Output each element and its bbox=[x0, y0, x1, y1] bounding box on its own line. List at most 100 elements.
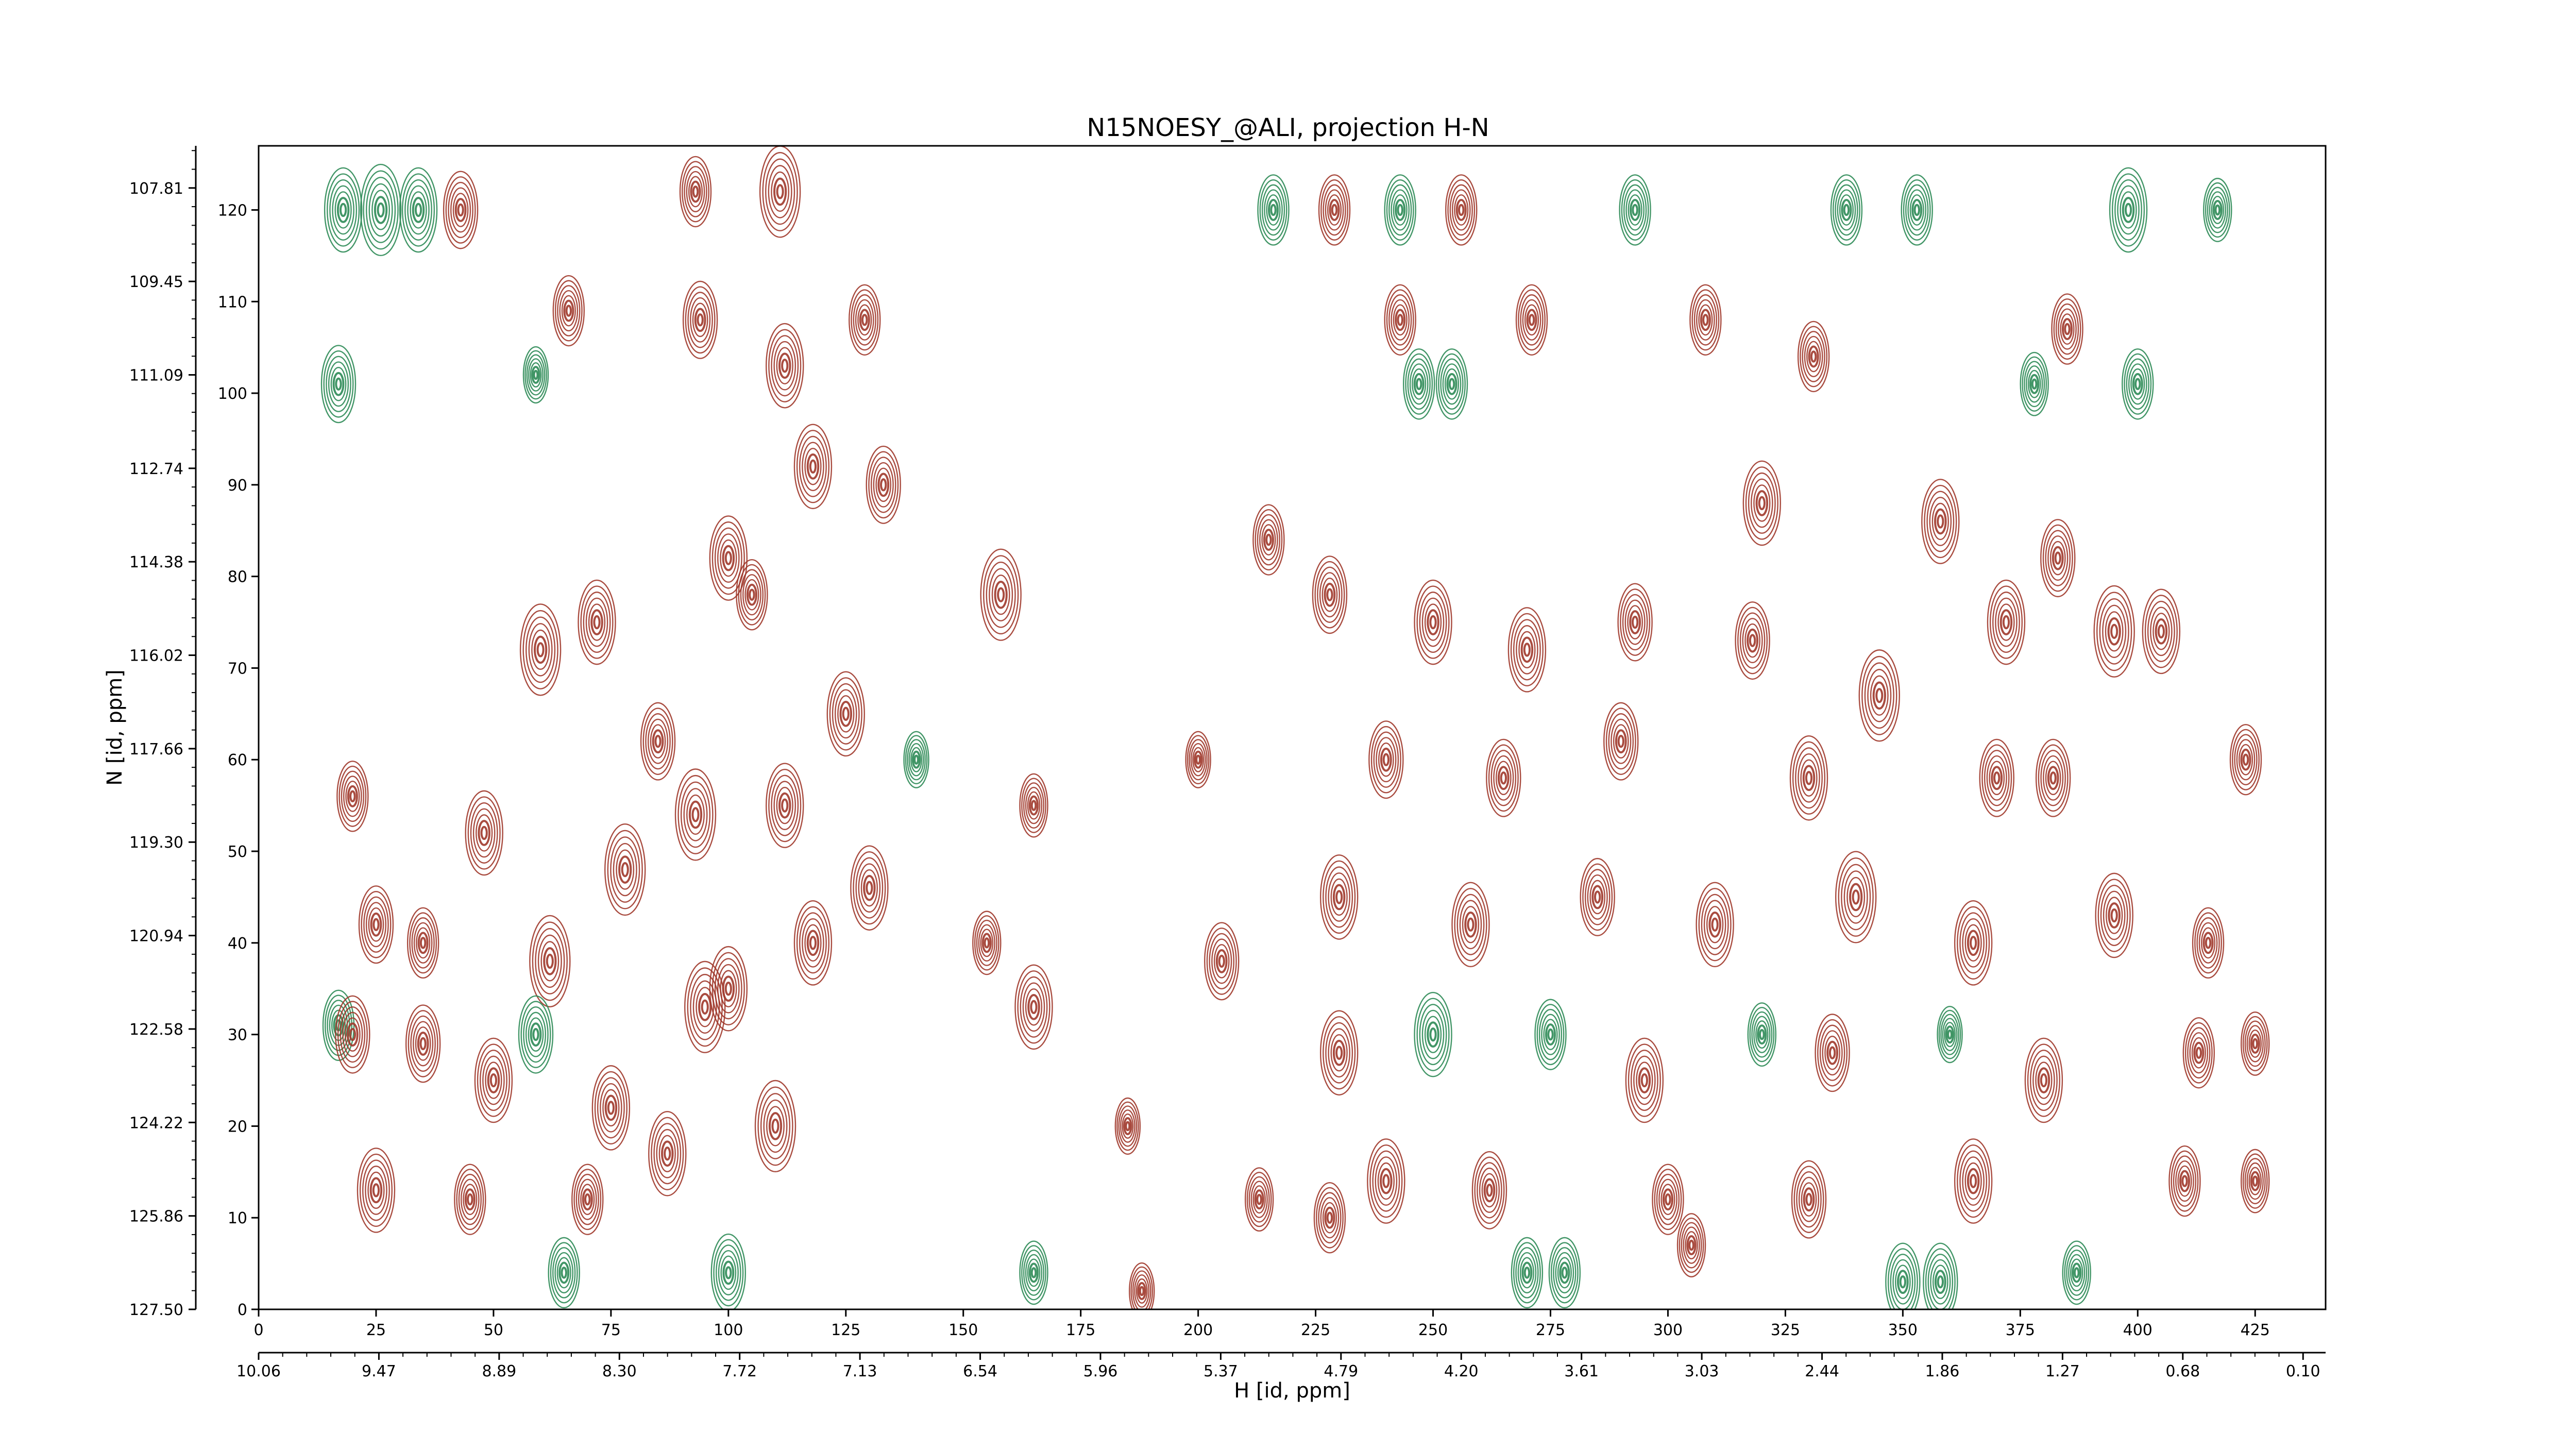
x-ppm-tick-label: 8.89 bbox=[482, 1362, 516, 1380]
x-ppm-tick-label: 2.44 bbox=[1805, 1362, 1839, 1380]
contour-peak bbox=[2229, 724, 2262, 796]
y-tick-label: 70 bbox=[228, 660, 247, 678]
x-tick-label: 50 bbox=[484, 1321, 503, 1339]
x-tick-label: 400 bbox=[2123, 1321, 2153, 1339]
contour-peak bbox=[2203, 178, 2232, 242]
contour-peak bbox=[336, 761, 369, 832]
plot-frame bbox=[258, 145, 2327, 1310]
y-tick-label: 50 bbox=[228, 843, 247, 861]
x-ppm-tick-label: 9.47 bbox=[362, 1362, 396, 1380]
contour-peak bbox=[1885, 1242, 1921, 1309]
contour-peak bbox=[1313, 1182, 1346, 1254]
y-ppm-tick-label: 122.58 bbox=[129, 1021, 183, 1039]
y-ppm-tick-label: 116.02 bbox=[129, 647, 183, 665]
y-tick-label: 0 bbox=[238, 1301, 247, 1319]
contour-peak bbox=[766, 323, 804, 409]
x-axis-index: 0 25 50 75 100 125 150 175 200 225 250 275 300 325 350… bbox=[253, 1309, 2270, 1339]
contour-peak bbox=[1979, 738, 2014, 817]
contour-peak bbox=[1954, 900, 1993, 986]
x-tick-label: 250 bbox=[1418, 1321, 1448, 1339]
y-tick-label: 20 bbox=[228, 1118, 247, 1136]
contour-peak bbox=[972, 911, 1002, 975]
contour-peak bbox=[759, 146, 801, 238]
contour-peak bbox=[454, 1164, 486, 1235]
contour-peak bbox=[2093, 585, 2135, 678]
contour-peak bbox=[1318, 174, 1351, 246]
contour-peak bbox=[1742, 460, 1782, 546]
contour-peak bbox=[2020, 351, 2049, 416]
contour-layer bbox=[320, 146, 2270, 1309]
x-tick-label: 425 bbox=[2241, 1321, 2270, 1339]
x-tick-label: 200 bbox=[1183, 1321, 1213, 1339]
contour-peak bbox=[519, 603, 562, 696]
contour-peak bbox=[1471, 1151, 1507, 1229]
contour-peak bbox=[1402, 348, 1435, 420]
contour-peak bbox=[335, 995, 370, 1074]
contour-peak bbox=[1511, 1237, 1544, 1309]
contour-peak bbox=[1676, 1213, 1706, 1277]
y-axis-label: N [id, ppm] bbox=[103, 669, 127, 786]
contour-peak bbox=[1548, 1237, 1581, 1309]
contour-peak bbox=[578, 579, 616, 665]
y-axis-index: 0 10 20 30 40 50 60 70 80 90 100 110 120 bbox=[218, 201, 259, 1319]
contour-peak bbox=[320, 345, 357, 424]
x-axis-ppm: 10.06 9.47 8.89 8.30 7.72 7.13 6.54 5.96 5.37 4.7… bbox=[236, 1353, 2320, 1380]
contour-peak bbox=[1368, 720, 1404, 799]
contour-peak bbox=[2095, 872, 2133, 958]
x-ppm-tick-label: 3.61 bbox=[1564, 1362, 1599, 1380]
y-ppm-tick-label: 109.45 bbox=[129, 273, 183, 291]
contour-peak bbox=[1384, 284, 1416, 356]
contour-peak bbox=[1435, 348, 1468, 420]
contour-peak bbox=[679, 156, 712, 228]
contour-peak bbox=[849, 284, 881, 356]
y-tick-label: 10 bbox=[228, 1209, 247, 1227]
x-tick-label: 175 bbox=[1066, 1321, 1095, 1339]
x-tick-label: 75 bbox=[601, 1321, 621, 1339]
contour-peak bbox=[1507, 607, 1547, 693]
y-tick-label: 100 bbox=[218, 385, 247, 403]
contour-peak bbox=[1185, 731, 1211, 788]
x-tick-label: 100 bbox=[714, 1321, 743, 1339]
contour-peak bbox=[648, 1110, 687, 1197]
contour-peak bbox=[522, 346, 549, 404]
x-tick-label: 125 bbox=[831, 1321, 860, 1339]
contour-peak bbox=[1747, 1002, 1777, 1067]
contour-peak bbox=[1384, 174, 1416, 246]
contour-peak bbox=[405, 1004, 441, 1083]
contour-peak bbox=[1901, 174, 1933, 246]
x-ppm-tick-label: 1.27 bbox=[2045, 1362, 2080, 1380]
contour-peak bbox=[1603, 702, 1639, 781]
x-tick-label: 375 bbox=[2006, 1321, 2035, 1339]
x-ppm-tick-label: 7.72 bbox=[722, 1362, 757, 1380]
contour-peak bbox=[604, 823, 646, 916]
contour-peak bbox=[754, 1080, 796, 1173]
x-tick-label: 325 bbox=[1771, 1321, 1800, 1339]
contour-peak bbox=[1619, 174, 1651, 246]
x-ppm-tick-label: 0.10 bbox=[2286, 1362, 2320, 1380]
contour-peak bbox=[2109, 167, 2148, 253]
contour-peak bbox=[2241, 1149, 2270, 1214]
y-ppm-tick-label: 125.86 bbox=[129, 1208, 183, 1226]
x-axis-label: H [id, ppm] bbox=[1234, 1379, 1350, 1403]
contour-peak bbox=[324, 167, 363, 253]
y-ppm-tick-label: 120.94 bbox=[129, 928, 183, 946]
contour-peak bbox=[1830, 174, 1863, 246]
contour-peak bbox=[793, 424, 833, 510]
contour-peak bbox=[1114, 1097, 1141, 1155]
contour-peak bbox=[1696, 882, 1734, 968]
x-tick-label: 275 bbox=[1536, 1321, 1565, 1339]
x-ppm-tick-label: 10.06 bbox=[236, 1362, 281, 1380]
contour-peak bbox=[1257, 174, 1290, 246]
contour-peak bbox=[357, 1148, 396, 1233]
contour-peak bbox=[866, 445, 901, 524]
y-tick-label: 90 bbox=[228, 477, 247, 495]
contour-peak bbox=[1019, 1240, 1048, 1305]
contour-peak bbox=[1937, 1006, 1963, 1064]
x-ppm-tick-label: 5.96 bbox=[1083, 1362, 1118, 1380]
contour-peak bbox=[406, 907, 439, 979]
contour-peak bbox=[710, 1233, 747, 1309]
contour-peak bbox=[1367, 1138, 1405, 1224]
x-ppm-tick-label: 5.37 bbox=[1204, 1362, 1238, 1380]
contour-peak bbox=[1129, 1262, 1155, 1309]
y-ppm-tick-label: 119.30 bbox=[129, 834, 183, 852]
